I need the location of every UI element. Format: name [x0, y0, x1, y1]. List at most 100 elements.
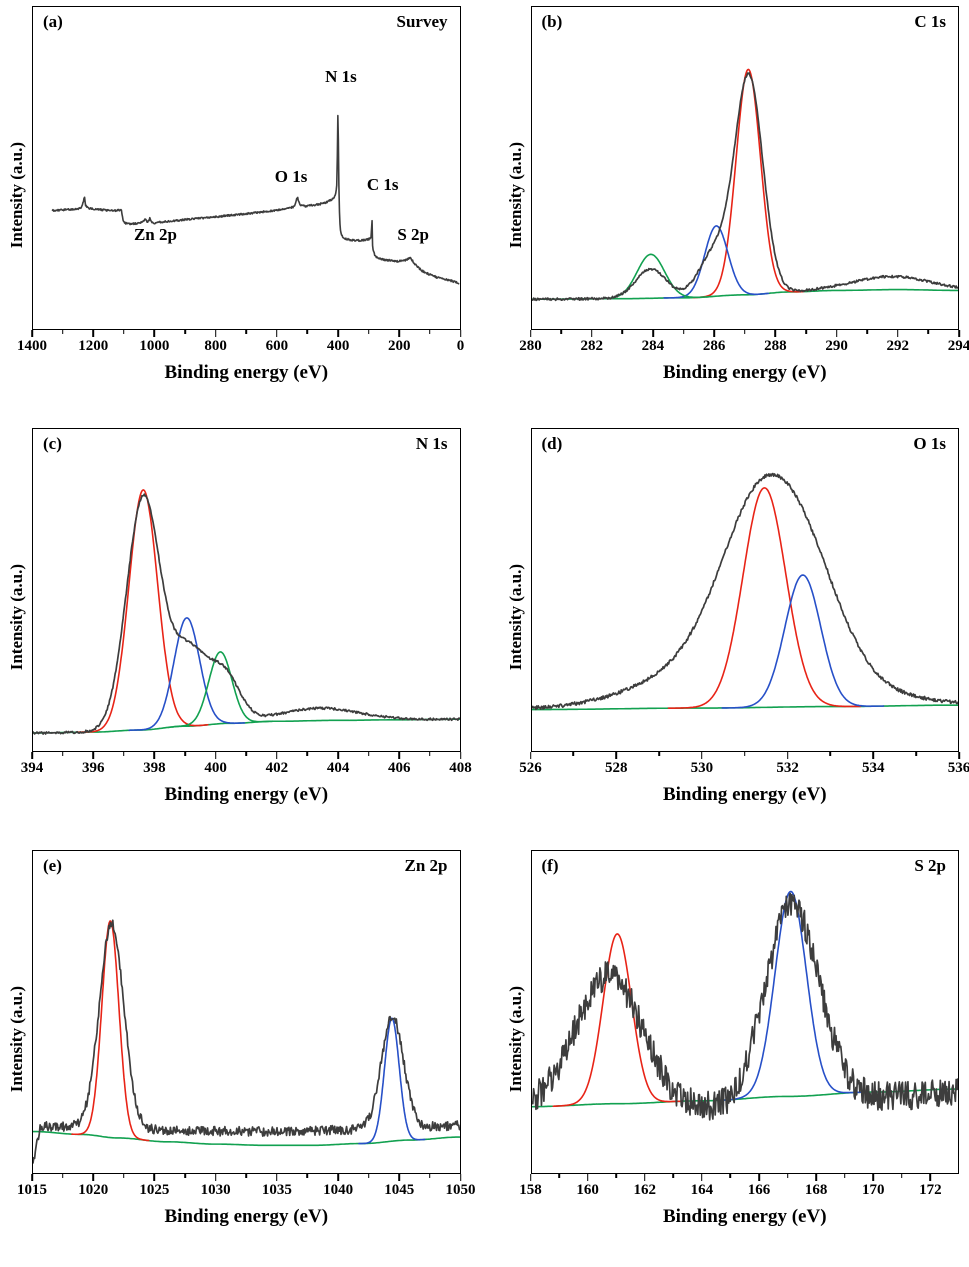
x-axis-tick-labels: 526 528 530 532 534 536 — [519, 760, 969, 780]
x-axis-minor-tick — [915, 752, 917, 756]
plot-area-o1s: (d) O 1s — [530, 428, 959, 752]
x-axis-tick-label: 0 — [456, 338, 465, 354]
x-axis-minor-tick — [367, 752, 370, 756]
x-axis-minor-tick — [61, 1174, 64, 1178]
x-axis-major-tick — [214, 752, 217, 759]
y-axis-label-text: Intensity (a.u.) — [505, 141, 525, 249]
x-axis-major-tick — [337, 330, 339, 337]
x-axis-tick-label: 1030 — [200, 1182, 231, 1198]
x-axis-label: Binding energy (eV) — [164, 362, 329, 383]
x-axis-minor-tick — [245, 1174, 248, 1178]
x-axis-major-tick — [958, 330, 960, 337]
y-axis-label-text: Intensity (a.u.) — [505, 985, 525, 1093]
x-axis-tick-label: 1025 — [139, 1182, 170, 1198]
x-axis-tick-label: 400 — [204, 760, 227, 776]
x-axis-tick-label: 394 — [20, 760, 44, 776]
panel-letter: (d) — [541, 434, 563, 453]
x-axis-minor-tick — [786, 1174, 789, 1178]
peak-annotation-c-1s: C 1s — [366, 175, 399, 195]
x-axis-minor-tick — [306, 330, 309, 334]
x-axis-tick-label: 396 — [81, 760, 105, 776]
peak-annotation-o-1s: O 1s — [274, 166, 308, 186]
x-axis-major-tick — [713, 330, 715, 337]
x-axis-tick-label: 400 — [326, 338, 350, 354]
x-axis-label: Binding energy (eV) — [662, 1206, 827, 1227]
panel-d-o1s: Intensity (a.u.) (d) O 1s 526 528 530 532 53… — [501, 428, 969, 806]
x-axis-tick-label: 1000 — [139, 338, 170, 354]
x-axis-tick-label: 1040 — [323, 1182, 354, 1198]
panel-title: S 2p — [914, 856, 946, 875]
x-axis-minor-tick — [61, 752, 64, 756]
x-axis-major-tick — [701, 1174, 703, 1181]
x-axis-major-tick — [459, 1174, 462, 1181]
x-axis-minor-tick — [805, 330, 807, 334]
x-axis-minor-tick — [658, 752, 660, 756]
x-axis-tick-label: 294 — [947, 338, 969, 354]
zn2p-spectrum-svg — [33, 851, 460, 1173]
o1s-spectrum-svg — [532, 429, 959, 751]
x-axis-ticks — [31, 1174, 462, 1182]
x-axis-tick-label: 406 — [388, 760, 411, 776]
panel-e-zn2p: Intensity (a.u.) (e) Zn 2p 1015 1020 1025 1… — [2, 850, 476, 1228]
x-axis-tick-label: 528 — [604, 760, 628, 776]
x-axis-tick-label: 402 — [265, 760, 289, 776]
x-axis-ticks — [529, 330, 960, 338]
x-axis-tick-label: 168 — [804, 1182, 828, 1198]
x-axis-tick-labels: 158 160 162 164 166 168 170 172 — [519, 1182, 960, 1202]
plot-area-n1s: (c) N 1s — [32, 428, 461, 752]
peak-annotation-n-1s: N 1s — [325, 67, 357, 86]
x-axis-minor-tick — [184, 1174, 186, 1178]
x-axis-major-tick — [958, 752, 960, 759]
x-axis-minor-tick — [123, 1174, 125, 1178]
x-axis-ticks — [529, 1174, 960, 1182]
x-axis-major-tick — [31, 330, 33, 337]
x-axis-tick-label: 1045 — [384, 1182, 415, 1198]
x-axis-minor-tick — [367, 330, 370, 334]
fit-peak-2 — [359, 1018, 425, 1143]
x-axis-minor-tick — [621, 330, 624, 334]
n1s-spectrum-svg — [33, 429, 460, 751]
x-axis-major-tick — [276, 1174, 278, 1181]
x-axis-tick-label: 284 — [641, 338, 665, 354]
x-axis-minor-tick — [367, 1174, 370, 1178]
x-axis-major-tick — [459, 330, 462, 337]
fit-peak-2 — [129, 618, 244, 730]
x-axis-major-tick — [529, 330, 532, 337]
x-axis-major-tick — [276, 752, 278, 759]
plot-area-c1s: (b) C 1s — [530, 6, 959, 330]
x-axis-major-tick — [586, 1174, 589, 1181]
x-axis-minor-tick — [560, 330, 562, 334]
x-axis-tick-label: 1200 — [78, 338, 109, 354]
x-axis-major-tick — [529, 752, 532, 759]
y-axis-label-text: Intensity (a.u.) — [7, 985, 26, 1093]
survey-spectrum-line — [52, 116, 458, 284]
x-axis-tick-label: 536 — [947, 760, 969, 776]
y-axis-label: Intensity (a.u.) — [501, 6, 531, 384]
x-axis-major-tick — [896, 330, 899, 337]
x-axis-tick-label: 172 — [919, 1182, 942, 1198]
x-axis-major-tick — [529, 1174, 532, 1181]
x-axis-minor-tick — [245, 330, 248, 334]
x-axis-minor-tick — [306, 752, 309, 756]
panel-title: C 1s — [914, 12, 946, 31]
x-axis-major-tick — [835, 330, 838, 337]
x-axis-major-tick — [92, 752, 94, 759]
survey-spectrum-svg — [33, 7, 460, 329]
x-axis-minor-tick — [927, 330, 930, 334]
x-axis-tick-label: 292 — [886, 338, 910, 354]
x-axis-major-tick — [786, 752, 789, 759]
x-axis-major-tick — [92, 330, 94, 337]
x-axis-major-tick — [615, 752, 617, 759]
x-axis-major-tick — [92, 1174, 94, 1181]
x-axis-tick-label: 800 — [204, 338, 227, 354]
x-axis-minor-tick — [429, 752, 431, 756]
y-axis-label: Intensity (a.u.) — [2, 850, 32, 1228]
y-axis-label: Intensity (a.u.) — [501, 850, 531, 1228]
x-axis-label: Binding energy (eV) — [164, 1206, 329, 1227]
x-axis-label: Binding energy (eV) — [662, 362, 827, 383]
x-axis-major-tick — [398, 330, 401, 337]
x-axis-major-tick — [398, 752, 401, 759]
panel-letter: (b) — [541, 12, 563, 31]
x-axis-minor-tick — [184, 752, 186, 756]
x-axis-minor-tick — [829, 752, 832, 756]
